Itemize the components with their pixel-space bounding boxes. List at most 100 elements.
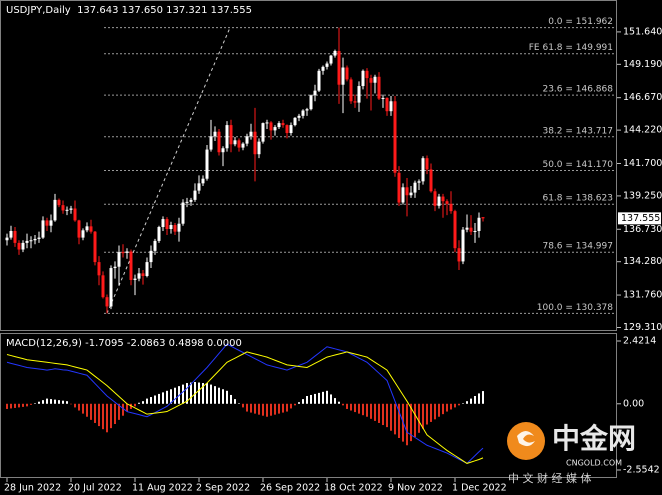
fibo-label: 0.0 = 151.962 [548, 17, 613, 27]
histogram-bar [234, 399, 236, 404]
price-marker-label: 137.555 [621, 213, 660, 224]
histogram-bar [342, 403, 344, 406]
x-tick-label: 1 Dec 2022 [452, 483, 507, 494]
candle-body [449, 203, 453, 212]
histogram-bar [338, 401, 340, 404]
price-marker [618, 212, 661, 225]
histogram-bar [74, 403, 76, 408]
y-tick-label: 146.670 [623, 92, 662, 103]
histogram-bar [466, 401, 468, 404]
signal-line [6, 351, 484, 464]
candle-body [5, 237, 9, 241]
histogram-bar [242, 403, 244, 408]
candle-body [29, 240, 33, 242]
histogram-bar [10, 403, 12, 409]
candle-body [49, 220, 53, 226]
histogram-bar [406, 403, 408, 446]
candle-body [481, 217, 485, 219]
candle-body [329, 55, 333, 64]
candle-body [301, 110, 305, 116]
candle-body [209, 136, 213, 150]
candle-body [109, 268, 113, 307]
candle-body [101, 275, 105, 298]
candle-body [153, 240, 157, 251]
histogram-bar [38, 401, 40, 404]
candle-body [157, 227, 161, 241]
histogram-bar [50, 399, 52, 404]
candle-body [61, 205, 65, 211]
candle-body [45, 220, 49, 226]
histogram-bar [198, 382, 200, 404]
candle-body [41, 220, 45, 238]
candle-body [81, 230, 85, 238]
x-tick-label: 28 Jun 2022 [4, 483, 61, 494]
candle-body [173, 225, 177, 232]
histogram-bar [482, 391, 484, 404]
y-tick-label: 129.310 [623, 322, 662, 333]
candle-body [65, 209, 69, 211]
candle-body [177, 223, 181, 232]
candle-body [13, 230, 17, 243]
candle-body [305, 109, 309, 111]
candle-body [229, 125, 233, 145]
histogram-bar [470, 398, 472, 404]
histogram-bar [362, 403, 364, 416]
candle-body [405, 187, 409, 196]
candle-body [345, 67, 349, 80]
histogram-bar [222, 389, 224, 404]
y-tick-label: 2.4214 [623, 336, 656, 347]
y-tick-label: 131.760 [623, 290, 662, 301]
histogram-bar [350, 403, 352, 411]
candle-body [165, 219, 169, 230]
candle-body [369, 78, 373, 83]
histogram-bar [370, 403, 372, 419]
candle-body [313, 90, 317, 96]
x-tick-label: 26 Sep 2022 [260, 483, 320, 494]
y-tick-label: 134.280 [623, 256, 662, 267]
histogram-bar [190, 382, 192, 404]
y-tick-label: 149.190 [623, 59, 662, 70]
histogram-bar [330, 394, 332, 404]
histogram-bar [170, 389, 172, 404]
histogram-bar [142, 401, 144, 404]
candle-body [149, 250, 153, 263]
candle-body [25, 240, 29, 243]
y-tick-label: 139.250 [623, 190, 662, 201]
fibo-label: 100.0 = 130.378 [537, 303, 614, 313]
histogram-bar [382, 403, 384, 426]
candle-body [357, 86, 361, 103]
candle-body [333, 50, 337, 56]
macd-frame [0, 333, 617, 478]
fibo-label: 38.2 = 143.717 [542, 126, 613, 136]
histogram-bar [442, 403, 444, 415]
histogram-bar [182, 384, 184, 404]
candle-body [385, 97, 389, 112]
candle-body [145, 262, 149, 276]
candle-body [33, 238, 37, 241]
histogram-bar [34, 403, 36, 404]
histogram-bar [434, 403, 436, 420]
fibo-label: 23.6 = 146.868 [542, 85, 613, 95]
candle-body [205, 149, 209, 179]
candle-body [473, 230, 477, 232]
candle-body [85, 226, 89, 231]
candle-body [389, 101, 393, 112]
candle-body [337, 50, 341, 85]
fibo-label: 61.8 = 138.623 [542, 194, 613, 204]
histogram-bar [206, 383, 208, 404]
histogram-bar [314, 393, 316, 404]
histogram-bar [194, 382, 196, 404]
histogram-bar [438, 403, 440, 417]
histogram-bar [114, 403, 116, 425]
candle-body [293, 117, 297, 126]
x-tick-label: 20 Jul 2022 [68, 483, 122, 494]
histogram-bar [66, 401, 68, 404]
histogram-bar [6, 403, 8, 409]
candle-body [341, 67, 345, 85]
histogram-bar [426, 403, 428, 425]
candle-body [201, 178, 205, 184]
macd-title: MACD(12,26,9) -1.7095 -2.0863 0.4898 0.0… [6, 338, 242, 349]
histogram-bar [394, 403, 396, 435]
candle-body [197, 183, 201, 191]
candle-body [325, 63, 329, 67]
